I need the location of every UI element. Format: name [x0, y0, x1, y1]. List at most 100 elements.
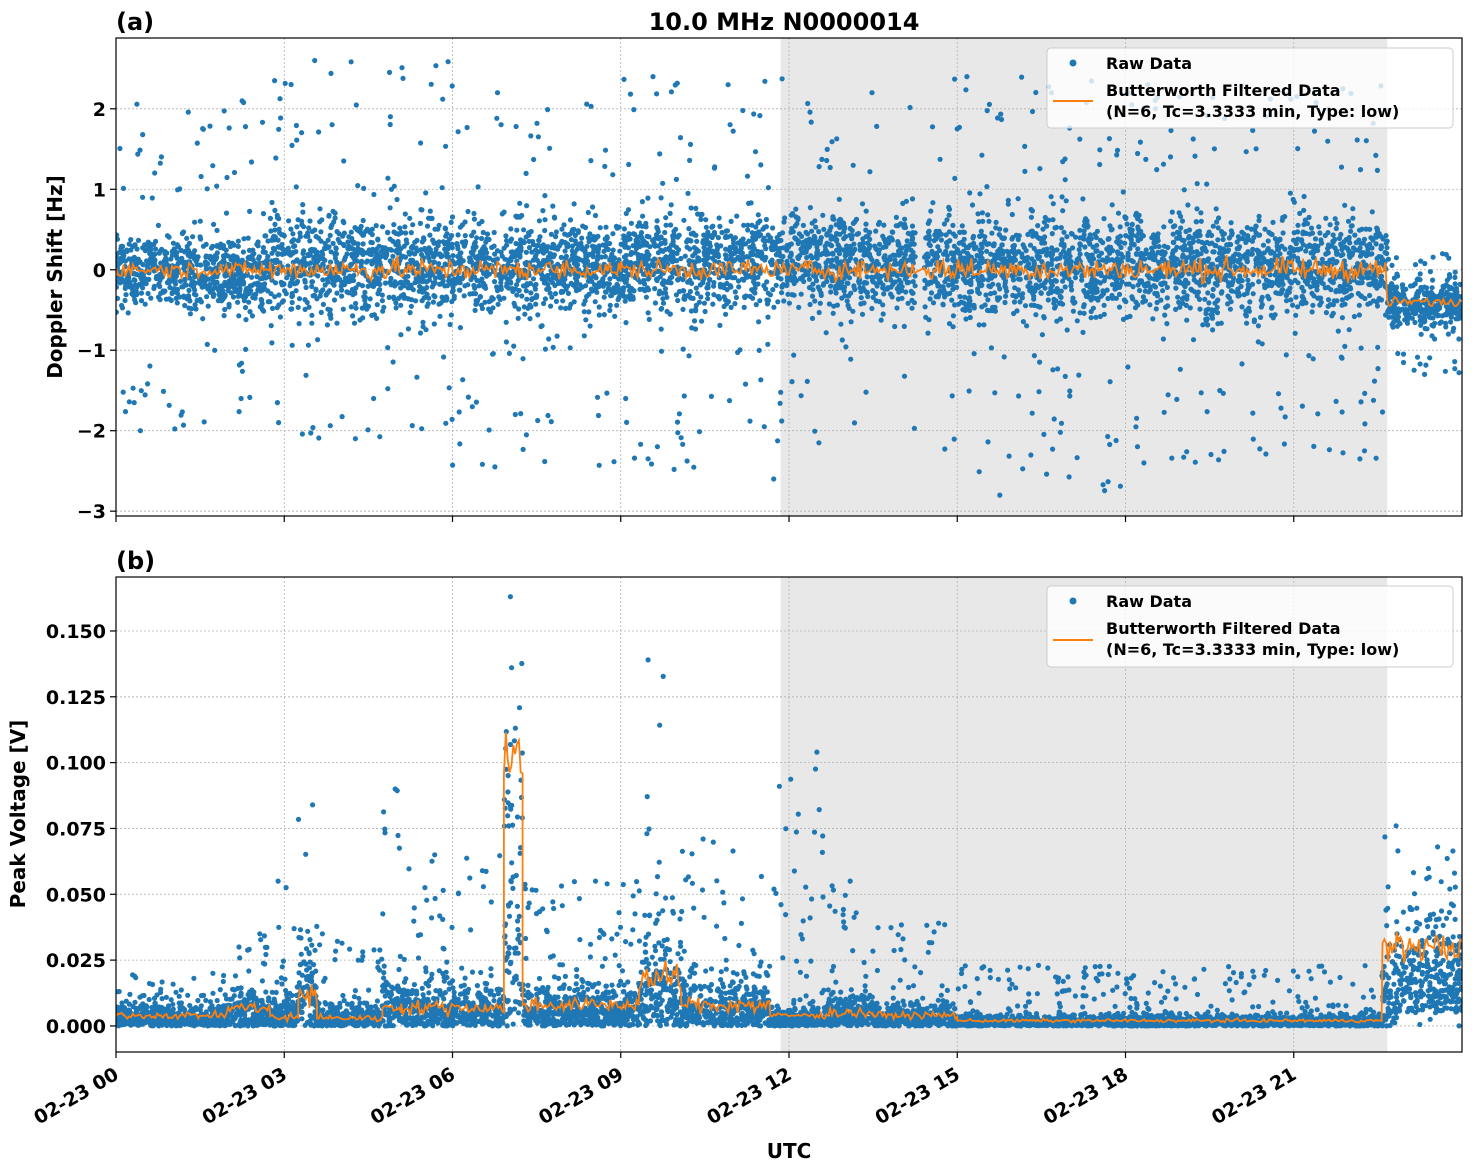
raw-data-point [723, 247, 728, 252]
raw-data-point [522, 312, 527, 317]
raw-data-point [179, 256, 184, 261]
raw-data-point [735, 350, 740, 355]
raw-data-point [905, 280, 910, 285]
raw-data-point [828, 225, 833, 230]
raw-data-point [845, 298, 850, 303]
raw-data-point [1085, 238, 1090, 243]
raw-data-point [929, 290, 934, 295]
raw-data-point [368, 230, 373, 235]
raw-data-point [414, 375, 419, 380]
raw-data-point [698, 217, 703, 222]
raw-data-point [863, 222, 868, 227]
raw-data-point [555, 334, 560, 339]
raw-data-point [845, 281, 850, 286]
raw-data-point [816, 440, 821, 445]
raw-data-point [328, 225, 333, 230]
raw-data-point [659, 195, 664, 200]
raw-data-point [1007, 454, 1012, 459]
raw-data-point [768, 292, 773, 297]
raw-data-point [243, 124, 248, 129]
raw-data-point [749, 223, 754, 228]
raw-data-point [319, 310, 324, 315]
raw-data-point [501, 296, 506, 301]
raw-data-point [247, 256, 252, 261]
raw-data-point [550, 242, 555, 247]
raw-data-point [1060, 194, 1065, 199]
raw-data-point [834, 256, 839, 261]
raw-data-point [819, 157, 824, 162]
raw-data-point [1002, 354, 1007, 359]
raw-data-point [1021, 242, 1026, 247]
raw-data-point [660, 296, 665, 301]
raw-data-point [840, 337, 845, 342]
raw-data-point [1091, 290, 1096, 295]
raw-data-point [876, 251, 881, 256]
raw-data-point [251, 251, 256, 256]
raw-data-point [500, 211, 505, 216]
raw-data-point [140, 195, 145, 200]
panel-b-label: (b) [116, 547, 155, 575]
raw-data-point [450, 245, 455, 250]
raw-data-point [120, 305, 125, 310]
raw-data-point [1077, 247, 1082, 252]
raw-data-point [894, 215, 899, 220]
raw-data-point [1016, 237, 1021, 242]
raw-data-point [693, 307, 698, 312]
raw-data-point [568, 345, 573, 350]
raw-data-point [653, 300, 658, 305]
raw-data-point [614, 303, 619, 308]
raw-data-point [750, 230, 755, 235]
raw-data-point [339, 288, 344, 293]
raw-data-point [813, 225, 818, 230]
raw-data-point [456, 232, 461, 237]
raw-data-point [1328, 222, 1333, 227]
raw-data-point [1037, 166, 1042, 171]
raw-data-point [951, 313, 956, 318]
raw-data-point [564, 254, 569, 259]
raw-data-point [371, 192, 376, 197]
raw-data-point [317, 219, 322, 224]
raw-data-point [610, 172, 615, 177]
raw-data-point [691, 231, 696, 236]
raw-data-point [135, 152, 140, 157]
raw-data-point [1120, 255, 1125, 260]
raw-data-point [705, 291, 710, 296]
raw-data-point [650, 74, 655, 79]
raw-data-point [728, 245, 733, 250]
raw-data-point [534, 121, 539, 126]
raw-data-point [252, 260, 257, 265]
raw-data-point [611, 248, 616, 253]
raw-data-point [817, 164, 822, 169]
raw-data-point [455, 254, 460, 259]
raw-data-point [288, 227, 293, 232]
raw-data-point [560, 279, 565, 284]
raw-data-point [637, 287, 642, 292]
raw-data-point [1052, 305, 1057, 310]
raw-data-point [652, 256, 657, 261]
raw-data-point [988, 275, 993, 280]
raw-data-point [391, 222, 396, 227]
raw-data-point [428, 216, 433, 221]
raw-data-point [572, 250, 577, 255]
raw-data-point [132, 400, 137, 405]
raw-data-point [907, 105, 912, 110]
raw-data-point [962, 237, 967, 242]
raw-data-point [233, 256, 238, 261]
raw-data-point [717, 323, 722, 328]
raw-data-point [858, 289, 863, 294]
raw-data-point [807, 277, 812, 282]
raw-data-point [834, 222, 839, 227]
raw-data-point [593, 213, 598, 218]
raw-data-point [761, 283, 766, 288]
raw-data-point [480, 462, 485, 467]
raw-data-point [209, 245, 214, 250]
raw-data-point [983, 302, 988, 307]
raw-data-point [947, 238, 952, 243]
raw-data-point [237, 409, 242, 414]
raw-data-point [771, 305, 776, 310]
raw-data-point [1032, 353, 1037, 358]
raw-data-point [404, 237, 409, 242]
raw-data-point [582, 309, 587, 314]
raw-data-point [765, 315, 770, 320]
raw-data-point [913, 283, 918, 288]
